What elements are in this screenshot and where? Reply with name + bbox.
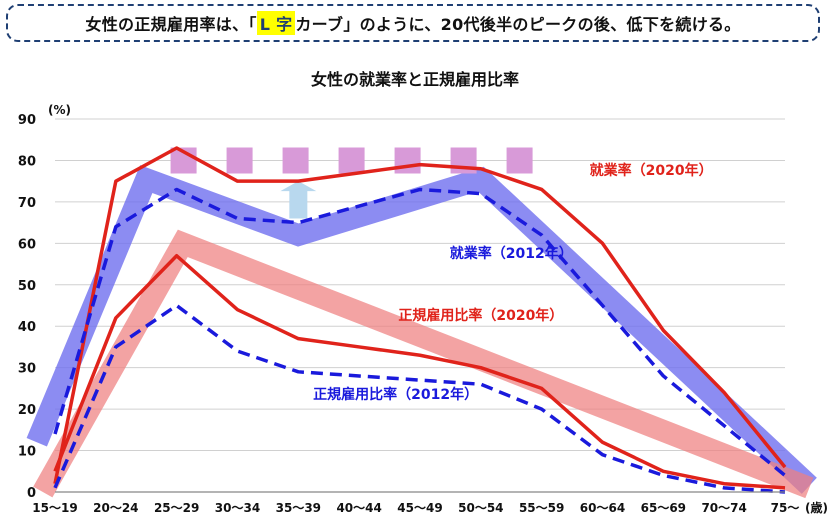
headline-highlight: L 字 — [256, 11, 296, 35]
x-unit-label: (歳) — [805, 500, 828, 515]
x-tick-label: 35～39 — [276, 501, 321, 515]
y-tick-label: 70 — [18, 196, 36, 211]
series-labels: 就業率（2020年） 就業率（2012年） 正規雇用比率（2020年） 正規雇用比率（… — [313, 162, 712, 403]
x-tick-label: 20～24 — [93, 501, 138, 515]
y-unit-label: (%) — [48, 103, 71, 117]
headline-text-pre: 女性の正規雇用率は、「 — [85, 15, 257, 34]
x-tick-label: 65～69 — [641, 501, 686, 515]
highlight-band — [26, 165, 817, 494]
y-tick-label: 10 — [18, 445, 36, 460]
up-arrow-icon — [280, 181, 317, 219]
x-tick-label: 25～29 — [154, 501, 199, 515]
series-label: 正規雇用比率（2012年） — [313, 386, 478, 403]
x-tick-label: 70～74 — [701, 501, 746, 515]
x-tick-label: 60～64 — [580, 501, 625, 515]
x-tick-label: 55～59 — [519, 501, 564, 515]
series-label: 就業率（2012年） — [450, 245, 573, 262]
series-line-2 — [53, 254, 786, 490]
y-tick-label: 60 — [18, 237, 36, 252]
y-tick-label: 0 — [27, 486, 36, 501]
headline-text-post: カーブ」のように、20代後半のピークの後、低下を続ける。 — [295, 15, 741, 34]
y-tick-label: 20 — [18, 403, 36, 418]
y-tick-label: 30 — [18, 362, 36, 377]
y-tick-label: 80 — [18, 154, 36, 169]
series-line-0 — [53, 146, 787, 485]
x-tick-label: 50～54 — [458, 501, 503, 515]
chart-title: 女性の就業率と正規雇用比率 — [310, 70, 519, 89]
x-tick-label: 15～19 — [32, 501, 77, 515]
series-line-1 — [53, 187, 787, 477]
headline-box: 女性の正規雇用率は、「 L 字カーブ」のように、20代後半のピークの後、低下を続け… — [6, 4, 820, 42]
y-tick-label: 90 — [18, 113, 36, 128]
y-tick-label: 50 — [18, 279, 36, 294]
axes: 0 10 20 30 40 50 60 70 80 90 15～19 20～24 25～29 30～34 3… — [18, 103, 828, 515]
y-tick-label: 40 — [18, 320, 36, 335]
series-label: 正規雇用比率（2020年） — [398, 307, 563, 324]
x-tick-label: 45～49 — [397, 501, 442, 515]
x-tick-label: 40～44 — [336, 501, 381, 515]
series-label: 就業率（2020年） — [590, 162, 713, 179]
highlight-bands — [26, 147, 817, 499]
series-lines — [53, 146, 787, 494]
x-tick-label: 75～ — [771, 501, 800, 515]
x-tick-label: 30～34 — [215, 501, 260, 515]
